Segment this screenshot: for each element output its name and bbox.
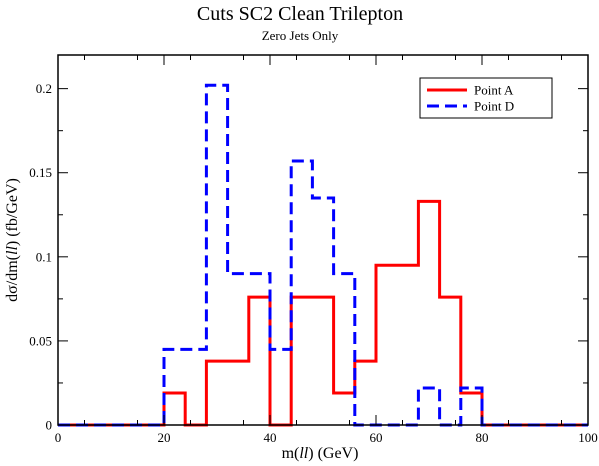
x-tick-label: 60 xyxy=(370,430,383,445)
ticks-layer: 0 20 40 60 80 100 0 0.05 0.1 0.15 0.2 xyxy=(29,55,598,445)
x-tick-label: 100 xyxy=(578,430,598,445)
y-tick-label: 0.15 xyxy=(29,165,52,180)
series-layer xyxy=(58,83,588,427)
legend-box xyxy=(419,77,553,119)
y-tick-label: 0.2 xyxy=(36,81,52,96)
chart-title: Cuts SC2 Clean Trilepton xyxy=(197,3,403,25)
x-axis-label-italic: ll xyxy=(299,445,308,462)
series-point-a xyxy=(58,199,588,427)
legend: Point A Point D xyxy=(419,77,553,119)
y-axis-label-pre: dσ/dm( xyxy=(4,255,21,302)
x-axis-label: m(ll) (GeV) xyxy=(282,445,359,462)
x-tick-label: 40 xyxy=(264,430,277,445)
y-tick-label: 0 xyxy=(46,418,53,433)
y-axis-label: dσ/dm(ll) (fb/GeV) xyxy=(4,178,21,302)
y-tick-label: 0.05 xyxy=(29,333,52,348)
y-tick-label: 0.1 xyxy=(36,249,52,264)
legend-label-point-d: Point D xyxy=(474,99,514,114)
x-axis-label-post: ) (GeV) xyxy=(308,445,358,462)
x-tick-label: 80 xyxy=(476,430,489,445)
legend-label-point-a: Point A xyxy=(474,83,514,98)
series-point-d xyxy=(58,83,588,427)
x-axis-label-pre: m( xyxy=(282,445,300,462)
plot-frame xyxy=(57,54,589,426)
x-tick-label: 20 xyxy=(158,430,171,445)
x-tick-label: 0 xyxy=(55,430,62,445)
y-axis-label-post: ) (fb/GeV) xyxy=(4,178,21,246)
chart-subtitle: Zero Jets Only xyxy=(262,28,339,43)
y-axis-label-italic: ll xyxy=(4,246,21,255)
